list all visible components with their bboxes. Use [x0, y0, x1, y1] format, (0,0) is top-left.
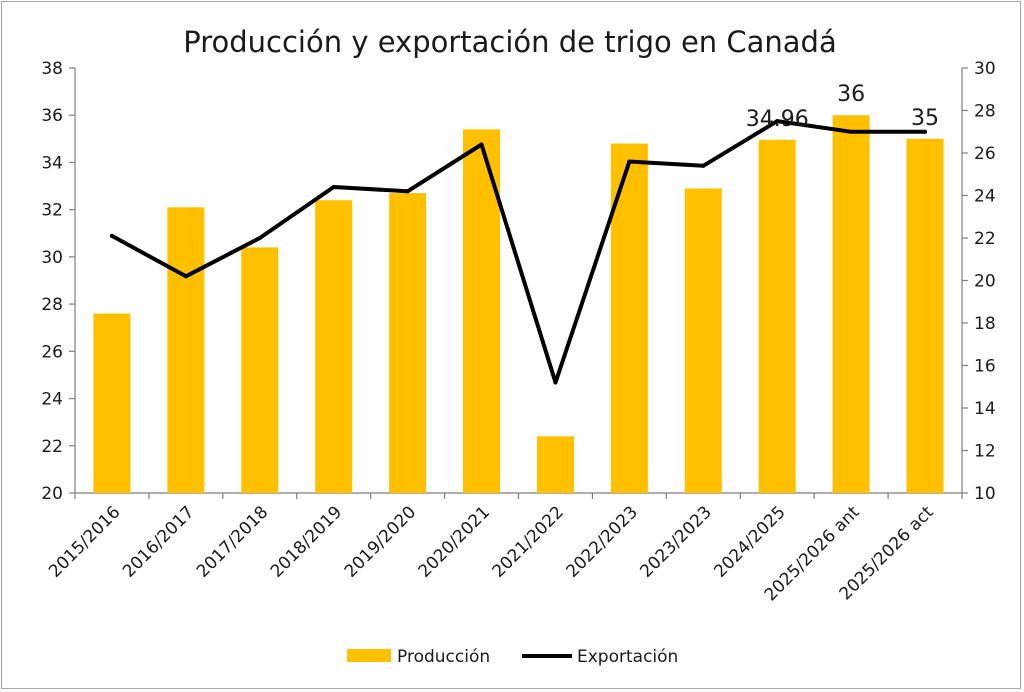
y-right-tick-label: 22 [974, 229, 996, 249]
exportacion-point [331, 185, 336, 189]
bar-2019-2020 [389, 193, 427, 493]
exportacion-point [849, 129, 854, 134]
y-right-tick-label: 24 [974, 187, 996, 207]
exportacion-point [183, 274, 188, 279]
exportacion-point [627, 159, 632, 164]
x-tick-label: 2022/2023 [563, 502, 642, 581]
exportacion-point [405, 189, 410, 194]
y-left-tick-label: 22 [41, 437, 63, 457]
bar-2025-2026-act [906, 138, 944, 494]
exportacion-point [553, 380, 558, 385]
y-left-tick-label: 20 [41, 484, 63, 504]
chart-title: Producción y exportación de trigo en Can… [183, 25, 837, 59]
y-right-tick-label: 16 [974, 357, 996, 377]
y-left-tick-label: 24 [41, 390, 63, 410]
exportacion-point [775, 119, 780, 124]
y-right-tick-label: 10 [974, 484, 996, 504]
x-tick-label: 2015/2016 [45, 502, 124, 581]
legend-label-exportacion: Exportación [577, 647, 678, 667]
exportacion-point [923, 129, 928, 134]
exportacion-line [110, 119, 927, 385]
bar-2024-2025 [758, 139, 796, 493]
x-tick-label: 2018/2019 [267, 502, 346, 581]
bar-2015-2016 [93, 313, 131, 493]
data-labels: 34.96 36 35 [746, 82, 939, 132]
x-tick-label: 2021/2022 [489, 502, 568, 581]
exportacion-point [257, 236, 262, 240]
data-label: 35 [911, 106, 939, 131]
legend-label-produccion: Producción [397, 647, 490, 667]
y-left-tick-label: 30 [41, 248, 63, 268]
exportacion-point [479, 142, 484, 147]
x-tick-label: 2019/2020 [341, 502, 420, 581]
y-right-tick-label: 28 [974, 102, 996, 122]
legend: Producción Exportación [347, 647, 678, 667]
y-left-tick-label: 28 [41, 295, 63, 315]
y-right-tick-label: 20 [974, 272, 996, 292]
y-left-tick-label: 34 [41, 153, 63, 173]
y-right-tick-label: 18 [974, 314, 996, 334]
exportacion-point [701, 163, 706, 168]
legend-swatch-produccion [347, 649, 391, 662]
x-tick-label: 2020/2021 [415, 502, 494, 581]
bar-2016-2017 [167, 207, 205, 494]
bar-2023-2023 [684, 188, 722, 493]
y-right-tick-label: 30 [974, 59, 996, 79]
y-left-tick-label: 36 [41, 106, 63, 126]
bar-2018-2019 [315, 200, 353, 493]
y-left-tick-label: 26 [41, 342, 63, 362]
x-tick-label: 2016/2017 [119, 502, 198, 581]
data-label: 34.96 [746, 107, 809, 132]
exportacion-point [109, 233, 114, 238]
y-left-tick-label: 38 [41, 59, 63, 79]
bar-2025-2026-ant [832, 115, 870, 493]
data-label: 36 [837, 82, 865, 107]
y-right-tick-label: 12 [974, 442, 996, 462]
bar-2017-2018 [241, 247, 279, 493]
y-right-tick-label: 26 [974, 144, 996, 164]
y-right-tick-label: 14 [974, 399, 996, 419]
x-tick-label: 2023/2023 [636, 502, 715, 581]
x-tick-label: 2024/2025 [710, 502, 789, 581]
y-left-tick-label: 32 [41, 201, 63, 221]
bar-2021-2022 [536, 436, 574, 493]
bar-series-produccion [93, 115, 944, 494]
x-tick-label: 2017/2018 [193, 502, 272, 581]
line-series-exportacion [109, 119, 928, 385]
